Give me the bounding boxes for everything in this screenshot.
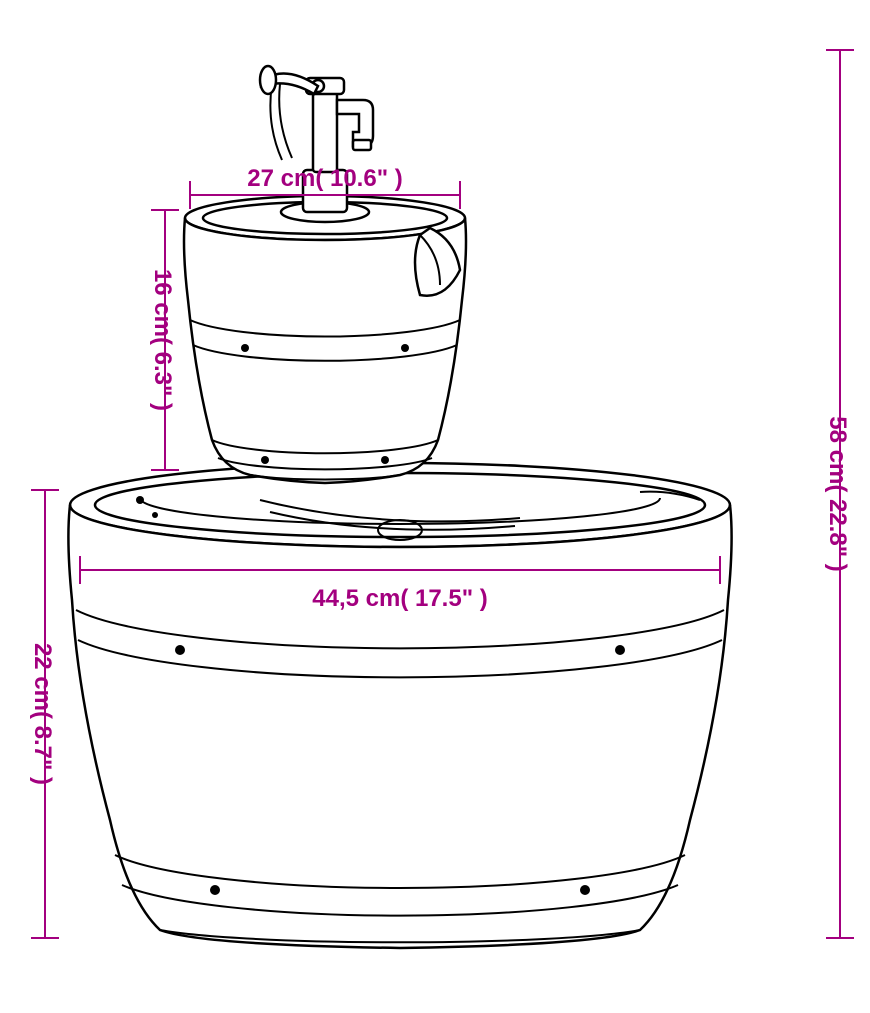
dim-lower-height-label: 22 cm( 8.7" ): [29, 643, 56, 785]
dim-upper-height: 16 cm( 6.3" ): [149, 210, 179, 470]
upper-barrel: [184, 196, 466, 483]
dim-lower-height: 22 cm( 8.7" ): [29, 490, 59, 938]
dim-total-height-label: 58 cm( 22.8" ): [824, 416, 851, 571]
dim-mid-width-label: 44,5 cm( 17.5" ): [312, 585, 487, 612]
dim-total-height: 58 cm( 22.8" ): [824, 50, 854, 938]
dimension-diagram: 27 cm( 10.6" ) 16 cm( 6.3" ) 44,5 cm( 17…: [0, 0, 870, 1013]
lower-barrel: [68, 463, 731, 948]
dim-upper-height-label: 16 cm( 6.3" ): [149, 269, 176, 411]
dim-top-width-label: 27 cm( 10.6" ): [247, 165, 402, 192]
